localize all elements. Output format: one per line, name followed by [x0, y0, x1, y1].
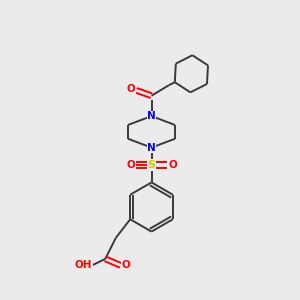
- Text: S: S: [148, 160, 155, 170]
- Text: N: N: [147, 111, 156, 121]
- Text: N: N: [147, 142, 156, 153]
- Text: O: O: [168, 160, 177, 170]
- Text: O: O: [126, 160, 135, 170]
- Text: O: O: [122, 260, 130, 271]
- Text: OH: OH: [75, 260, 92, 271]
- Text: O: O: [127, 84, 136, 94]
